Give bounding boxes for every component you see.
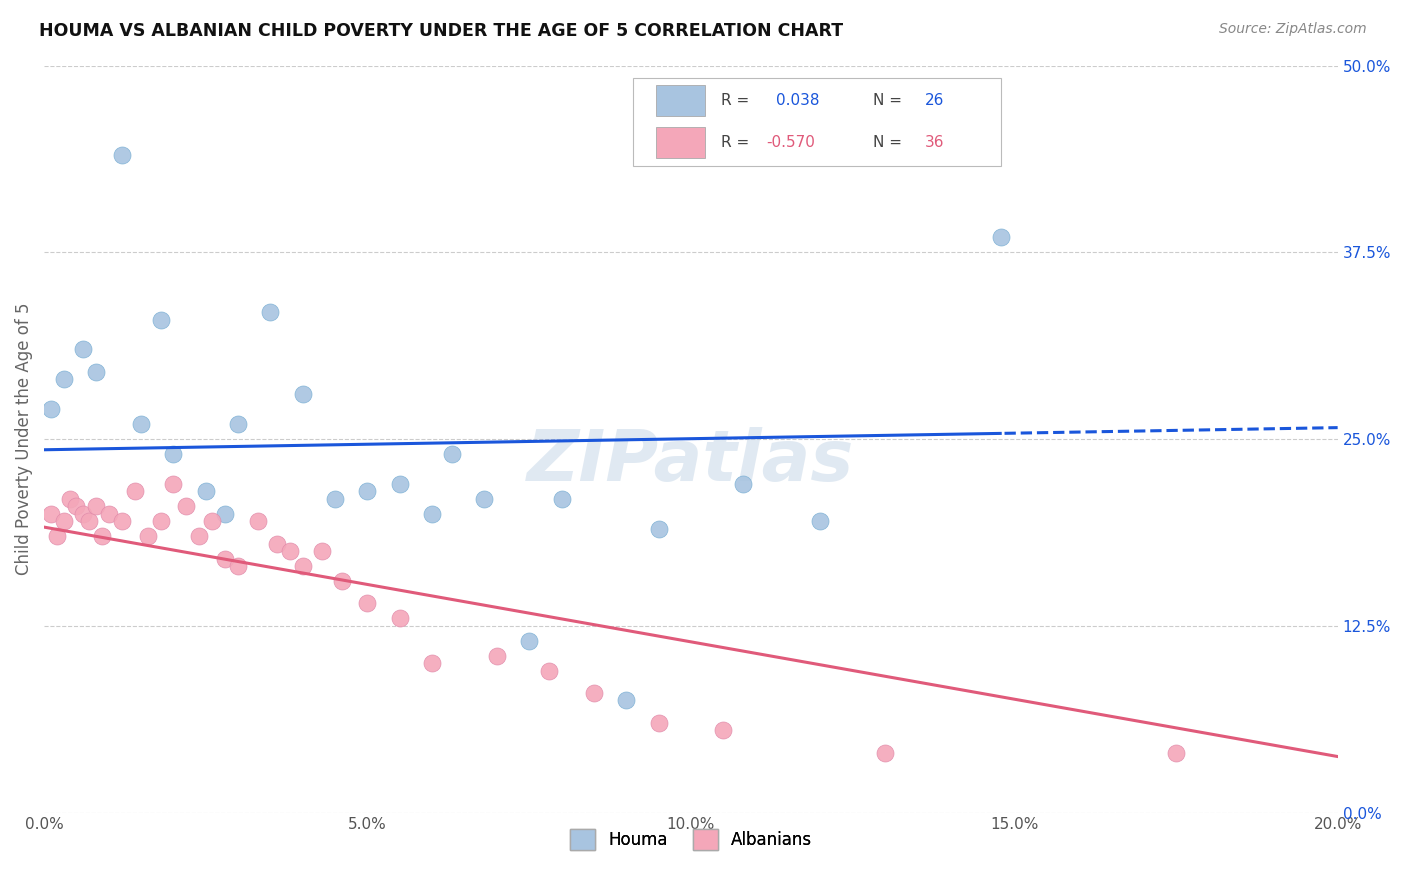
Point <box>129 417 152 431</box>
Text: R =: R = <box>721 136 749 150</box>
Bar <box>657 127 704 158</box>
Point <box>614 693 637 707</box>
Point <box>1164 746 1187 760</box>
Point <box>420 656 443 670</box>
Point <box>731 476 754 491</box>
Point <box>356 484 378 499</box>
Point <box>711 723 734 738</box>
Point <box>84 365 107 379</box>
Point <box>582 686 605 700</box>
Point <box>259 305 281 319</box>
Point <box>188 529 211 543</box>
Point <box>194 484 217 499</box>
Point <box>46 529 69 543</box>
Point <box>323 491 346 506</box>
Point <box>246 514 269 528</box>
Point <box>52 514 75 528</box>
Text: -0.570: -0.570 <box>766 136 814 150</box>
Point <box>266 536 288 550</box>
Text: Source: ZipAtlas.com: Source: ZipAtlas.com <box>1219 22 1367 37</box>
Text: N =: N = <box>873 93 903 108</box>
Point <box>65 500 87 514</box>
Point <box>39 402 62 417</box>
Point <box>149 514 172 528</box>
Point <box>485 648 508 663</box>
Point <box>647 522 669 536</box>
Point <box>291 387 314 401</box>
Point <box>162 447 184 461</box>
Text: 36: 36 <box>925 136 945 150</box>
Point <box>201 514 224 528</box>
Point <box>91 529 114 543</box>
Bar <box>657 85 704 116</box>
Point <box>420 507 443 521</box>
Text: 26: 26 <box>925 93 945 108</box>
Point <box>291 559 314 574</box>
Point <box>111 514 134 528</box>
Point <box>278 544 301 558</box>
Point <box>873 746 896 760</box>
Text: N =: N = <box>873 136 903 150</box>
Point <box>124 484 146 499</box>
Point <box>79 514 101 528</box>
Point <box>136 529 159 543</box>
Point <box>311 544 333 558</box>
Point <box>808 514 831 528</box>
Point <box>97 507 120 521</box>
Point <box>990 230 1012 244</box>
Point <box>537 664 560 678</box>
Point <box>440 447 463 461</box>
Point <box>472 491 495 506</box>
Point <box>72 507 94 521</box>
Point <box>517 633 540 648</box>
Text: ZIPatlas: ZIPatlas <box>527 427 855 496</box>
Point <box>176 500 198 514</box>
Point <box>550 491 572 506</box>
Legend: Houma, Albanians: Houma, Albanians <box>562 822 818 856</box>
Point <box>72 343 94 357</box>
Point <box>226 559 249 574</box>
Point <box>162 476 184 491</box>
Point <box>84 500 107 514</box>
Point <box>388 476 411 491</box>
Point <box>52 372 75 386</box>
Text: HOUMA VS ALBANIAN CHILD POVERTY UNDER THE AGE OF 5 CORRELATION CHART: HOUMA VS ALBANIAN CHILD POVERTY UNDER TH… <box>39 22 844 40</box>
Point <box>214 551 236 566</box>
Point <box>647 715 669 730</box>
Y-axis label: Child Poverty Under the Age of 5: Child Poverty Under the Age of 5 <box>15 302 32 575</box>
Point <box>226 417 249 431</box>
Point <box>356 596 378 610</box>
Point <box>39 507 62 521</box>
Point <box>330 574 353 588</box>
Point <box>214 507 236 521</box>
Point <box>149 312 172 326</box>
Text: R =: R = <box>721 93 749 108</box>
FancyBboxPatch shape <box>633 78 1001 167</box>
Text: 0.038: 0.038 <box>776 93 820 108</box>
Point <box>111 148 134 162</box>
Point <box>59 491 82 506</box>
Point <box>388 611 411 625</box>
